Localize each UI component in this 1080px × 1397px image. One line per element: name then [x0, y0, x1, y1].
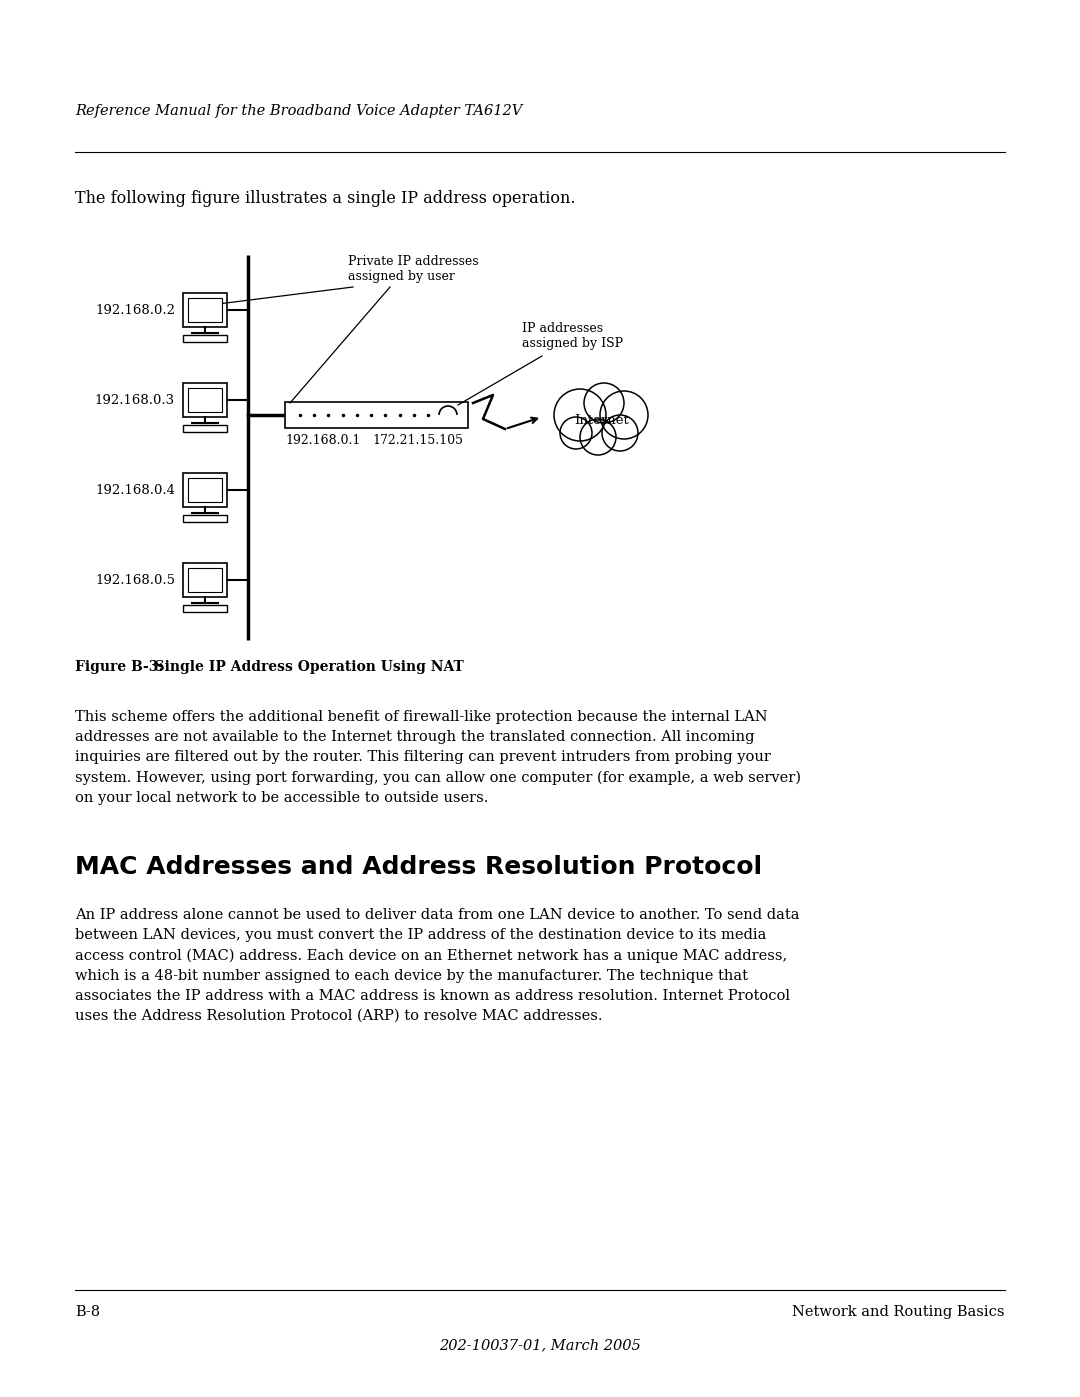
Text: Internet: Internet: [575, 414, 630, 426]
Text: 192.168.0.3: 192.168.0.3: [95, 394, 175, 407]
Circle shape: [600, 391, 648, 439]
Text: MAC Addresses and Address Resolution Protocol: MAC Addresses and Address Resolution Pro…: [75, 855, 762, 879]
Text: B-8: B-8: [75, 1305, 100, 1319]
Bar: [183, 474, 227, 507]
Circle shape: [554, 388, 606, 441]
Text: Network and Routing Basics: Network and Routing Basics: [793, 1305, 1005, 1319]
Text: 192.168.0.2: 192.168.0.2: [95, 303, 175, 317]
Text: Private IP addresses
assigned by user: Private IP addresses assigned by user: [348, 256, 478, 284]
Text: Reference Manual for the Broadband Voice Adapter TA612V: Reference Manual for the Broadband Voice…: [75, 103, 523, 117]
Bar: [285, 402, 468, 427]
Circle shape: [602, 415, 638, 451]
Bar: [183, 515, 227, 522]
Text: 172.21.15.105: 172.21.15.105: [373, 434, 463, 447]
Text: 192.168.0.4: 192.168.0.4: [95, 483, 175, 496]
Text: 192.168.0.5: 192.168.0.5: [95, 574, 175, 587]
Circle shape: [561, 416, 592, 448]
Bar: [183, 293, 227, 327]
Bar: [188, 388, 222, 412]
Bar: [183, 605, 227, 612]
Text: 202-10037-01, March 2005: 202-10037-01, March 2005: [440, 1338, 640, 1352]
Bar: [183, 563, 227, 597]
Bar: [183, 425, 227, 432]
Text: Single IP Address Operation Using NAT: Single IP Address Operation Using NAT: [140, 659, 463, 673]
Text: Figure B-3:: Figure B-3:: [75, 659, 163, 673]
Bar: [183, 383, 227, 416]
Bar: [183, 335, 227, 342]
Text: The following figure illustrates a single IP address operation.: The following figure illustrates a singl…: [75, 190, 576, 207]
Text: This scheme offers the additional benefit of firewall-like protection because th: This scheme offers the additional benefi…: [75, 710, 801, 805]
Text: IP addresses
assigned by ISP: IP addresses assigned by ISP: [522, 321, 623, 351]
Circle shape: [584, 383, 624, 423]
Circle shape: [580, 419, 616, 455]
Text: An IP address alone cannot be used to deliver data from one LAN device to anothe: An IP address alone cannot be used to de…: [75, 908, 799, 1023]
Bar: [188, 569, 222, 592]
Bar: [188, 298, 222, 321]
Text: 192.168.0.1: 192.168.0.1: [285, 434, 361, 447]
Bar: [188, 478, 222, 502]
